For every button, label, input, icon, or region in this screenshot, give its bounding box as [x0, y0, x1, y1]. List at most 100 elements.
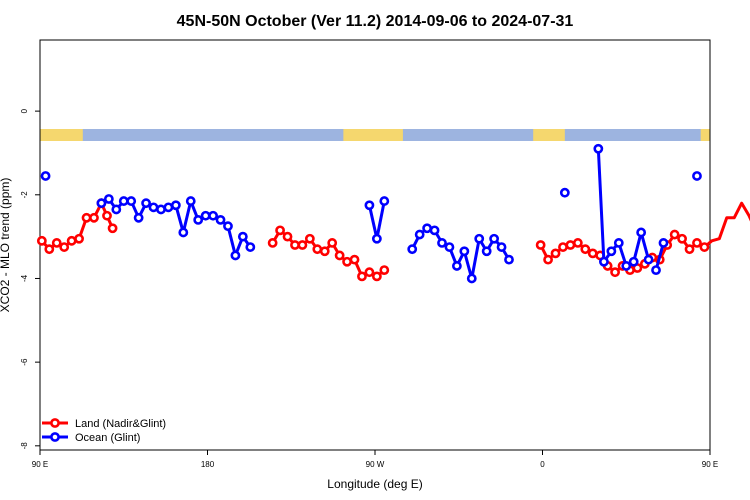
- data-point: [133, 212, 144, 223]
- data-point: [643, 254, 654, 265]
- data-point: [141, 198, 151, 209]
- legend: Land (Nadir&Glint) Ocean (Glint): [42, 418, 166, 444]
- data-point: [36, 235, 47, 246]
- data-point: [170, 200, 181, 211]
- x-tick-label: 0: [540, 460, 545, 469]
- data-point: [282, 231, 293, 242]
- data-point: [111, 204, 122, 215]
- data-point: [565, 240, 576, 250]
- y-tick-label: -2: [20, 191, 29, 199]
- data-point: [466, 273, 477, 284]
- series-1: [40, 143, 702, 284]
- chart-title: 45N-50N October (Ver 11.2) 2014-09-06 to…: [177, 13, 574, 30]
- data-point: [107, 223, 118, 234]
- data-point: [651, 265, 661, 276]
- data-point: [379, 265, 390, 276]
- data-point: [267, 238, 278, 248]
- y-tick-label: -4: [20, 274, 29, 282]
- data-point: [429, 225, 440, 236]
- data-point: [559, 187, 570, 198]
- data-point: [245, 242, 256, 252]
- data-point: [156, 204, 166, 215]
- data-point: [699, 242, 710, 252]
- data-point: [126, 196, 137, 206]
- data-point: [669, 229, 680, 240]
- map-ocean-band-1: [402, 129, 534, 141]
- data-point: [599, 256, 609, 267]
- data-point: [208, 210, 218, 221]
- plot-frame: [39, 39, 711, 451]
- x-tick-label: 90 E: [702, 460, 718, 469]
- data-point: [444, 242, 455, 252]
- data-point: [40, 171, 51, 181]
- data-point: [621, 261, 632, 271]
- data-point: [215, 214, 226, 225]
- data-point: [74, 233, 84, 244]
- data-point: [44, 244, 55, 255]
- data-point: [496, 242, 507, 252]
- data-point: [677, 233, 687, 244]
- data-point: [59, 242, 70, 252]
- data-point: [371, 233, 382, 244]
- data-point: [81, 212, 92, 223]
- y-tick-label: -8: [20, 442, 29, 450]
- data-point: [230, 250, 241, 261]
- y-axis-label: XCO2 - MLO trend (ppm): [0, 178, 12, 313]
- x-tick-label: 180: [201, 460, 215, 469]
- legend-marker: [50, 432, 60, 442]
- data-point: [422, 223, 433, 234]
- data-point: [535, 240, 546, 250]
- legend-label: Ocean (Glint): [75, 432, 140, 444]
- data-point: [223, 221, 233, 232]
- data-point: [613, 238, 624, 248]
- data-point: [89, 212, 99, 223]
- data-point: [237, 231, 248, 242]
- data-point: [474, 233, 485, 244]
- data-point: [610, 267, 620, 278]
- series-layer: [36, 143, 750, 284]
- data-point: [364, 200, 375, 211]
- data-point: [504, 254, 514, 265]
- map-ocean-band-2: [564, 129, 701, 141]
- data-point: [572, 238, 583, 248]
- data-point: [407, 244, 418, 255]
- data-point: [587, 248, 598, 259]
- data-point: [658, 238, 669, 248]
- data-point: [371, 271, 382, 282]
- data-point: [364, 267, 375, 278]
- data-point: [379, 196, 390, 206]
- y-axis: 0 -2 -4 -6 -8: [20, 108, 40, 449]
- data-point: [290, 240, 300, 250]
- legend-marker: [50, 418, 60, 428]
- x-axis-label: Longitude (deg E): [327, 477, 422, 491]
- series-line: [596, 148, 651, 268]
- data-point: [481, 246, 492, 257]
- data-point: [178, 227, 189, 238]
- data-point: [692, 171, 702, 181]
- data-point: [96, 198, 107, 209]
- data-point: [163, 202, 174, 213]
- data-point: [334, 250, 345, 261]
- data-point: [327, 238, 338, 248]
- data-point: [148, 202, 159, 213]
- y-tick-label: -6: [20, 358, 29, 366]
- data-point: [459, 246, 470, 257]
- data-point: [489, 233, 500, 244]
- data-point: [628, 256, 639, 267]
- data-point: [342, 256, 352, 267]
- data-point: [357, 271, 367, 282]
- data-point: [304, 233, 315, 244]
- data-point: [66, 235, 77, 246]
- data-point: [349, 254, 360, 265]
- data-point: [319, 246, 330, 257]
- legend-label: Land (Nadir&Glint): [75, 418, 166, 430]
- x-tick-label: 90 W: [366, 460, 385, 469]
- map-strip: [40, 129, 710, 141]
- data-point: [312, 244, 323, 255]
- map-ocean-band-0: [82, 129, 344, 141]
- data-point: [606, 246, 617, 257]
- x-axis: 90 E 180 90 W 0 90 E: [32, 450, 718, 469]
- data-point: [102, 210, 112, 221]
- data-point: [580, 244, 591, 255]
